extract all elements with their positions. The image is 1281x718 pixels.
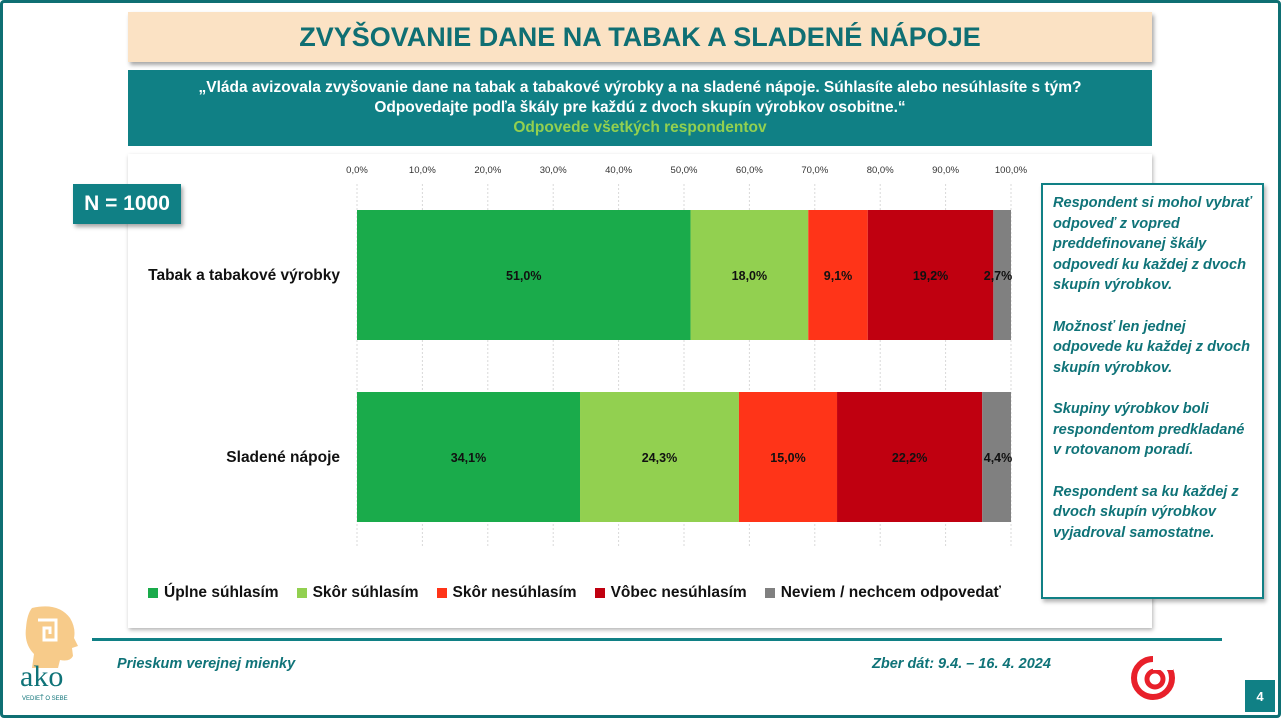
bar-segment (738, 392, 838, 522)
x-tick-label: 100,0% (995, 165, 1028, 176)
question-line-1: „Vláda avizovala zvyšovanie dane na taba… (198, 79, 1082, 96)
legend-label: Vôbec nesúhlasím (610, 584, 747, 601)
bar-segment (357, 392, 581, 522)
legend-item: Skôr súhlasím (296, 584, 419, 602)
bar-data-label: 19,2% (913, 269, 948, 283)
x-tick-label: 30,0% (540, 165, 567, 176)
x-tick-label: 40,0% (605, 165, 632, 176)
bar-segment (690, 210, 809, 340)
x-tick-label: 20,0% (474, 165, 501, 176)
bar-data-label: 34,1% (451, 451, 486, 465)
ako-wordmark: ako (20, 660, 63, 693)
legend-label: Neviem / nechcem odpovedať (780, 584, 1001, 601)
question-subtitle: Odpovede všetkých respondentov (513, 119, 767, 136)
bar-segment (837, 392, 983, 522)
bar-segment (580, 392, 739, 522)
note-paragraph: Skupiny výrobkov boli respondentom predk… (1053, 401, 1245, 458)
x-tick-label: 60,0% (736, 165, 763, 176)
legend-swatch (594, 588, 605, 598)
x-tick-label: 10,0% (409, 165, 436, 176)
x-tick-label: 0,0% (346, 165, 368, 176)
slide-title-text: ZVYŠOVANIE DANE NA TABAK A SLADENÉ NÁPOJ… (299, 21, 981, 52)
legend-label: Skôr nesúhlasím (452, 584, 577, 601)
question-line-2: Odpovedajte podľa škály pre každú z dvoc… (374, 99, 906, 116)
ako-tagline: VEDIEŤ O SEBE (22, 694, 68, 702)
slide-title: ZVYŠOVANIE DANE NA TABAK A SLADENÉ NÁPOJ… (128, 12, 1152, 62)
stv-logo (1131, 656, 1175, 700)
chart-legend: Úplne súhlasím Skôr súhlasím Skôr nesúhlas… (148, 583, 1019, 603)
note-paragraph: Respondent sa ku každej z dvoch skupín v… (1053, 483, 1239, 541)
question-box: „Vláda avizovala zvyšovanie dane na taba… (128, 70, 1152, 146)
bar-data-label: 24,3% (642, 451, 677, 465)
legend-swatch (148, 588, 158, 598)
bar-data-label: 22,2% (892, 451, 927, 465)
bar-data-label: 9,1% (824, 269, 853, 283)
footer-divider (92, 638, 1222, 641)
legend-swatch (296, 588, 307, 598)
category-label: Sladené nápoje (226, 449, 340, 466)
x-tick-label: 50,0% (671, 165, 698, 176)
bar-data-label: 18,0% (732, 269, 767, 283)
legend-item: Skôr nesúhlasím (436, 584, 577, 602)
footer-survey-label: Prieskum verejnej mienky (117, 656, 296, 672)
ako-head-icon (25, 606, 78, 668)
bar-data-label: 2,7% (984, 269, 1013, 283)
legend-label: Skôr súhlasím (312, 584, 419, 601)
legend-item: Neviem / nechcem odpovedať (764, 584, 1001, 602)
bar-data-label: 51,0% (506, 269, 541, 283)
x-tick-label: 80,0% (867, 165, 894, 176)
x-tick-label: 70,0% (801, 165, 828, 176)
legend-item: Vôbec nesúhlasím (594, 584, 747, 602)
bar-segment (993, 210, 1011, 340)
page-number: 4 (1245, 680, 1275, 712)
bar-segment (867, 210, 994, 340)
note-paragraph: Respondent si mohol vybrať odpoveď z vop… (1053, 195, 1252, 293)
methodology-note: Respondent si mohol vybrať odpoveď z vop… (1041, 183, 1264, 599)
x-tick-label: 90,0% (932, 165, 959, 176)
bar-segment (982, 392, 1011, 522)
legend-item: Úplne súhlasím (148, 584, 279, 602)
bar-segment (357, 210, 691, 340)
note-paragraph: Možnosť len jednej odpovede ku každej z … (1053, 318, 1251, 376)
bar-segment (808, 210, 868, 340)
ako-logo: ako VEDIEŤ O SEBE (20, 606, 78, 702)
legend-label: Úplne súhlasím (164, 584, 279, 601)
sample-size-text: N = 1000 (84, 192, 170, 215)
bar-data-label: 15,0% (770, 451, 805, 465)
legend-swatch (764, 588, 775, 598)
bar-data-label: 4,4% (984, 451, 1013, 465)
footer-data-collection: Zber dát: 9.4. – 16. 4. 2024 (872, 656, 1051, 672)
category-label: Tabak a tabakové výrobky (148, 267, 340, 284)
sample-size-badge: N = 1000 (73, 184, 181, 224)
legend-swatch (436, 588, 447, 598)
stv-logo-icon (1131, 656, 1175, 700)
